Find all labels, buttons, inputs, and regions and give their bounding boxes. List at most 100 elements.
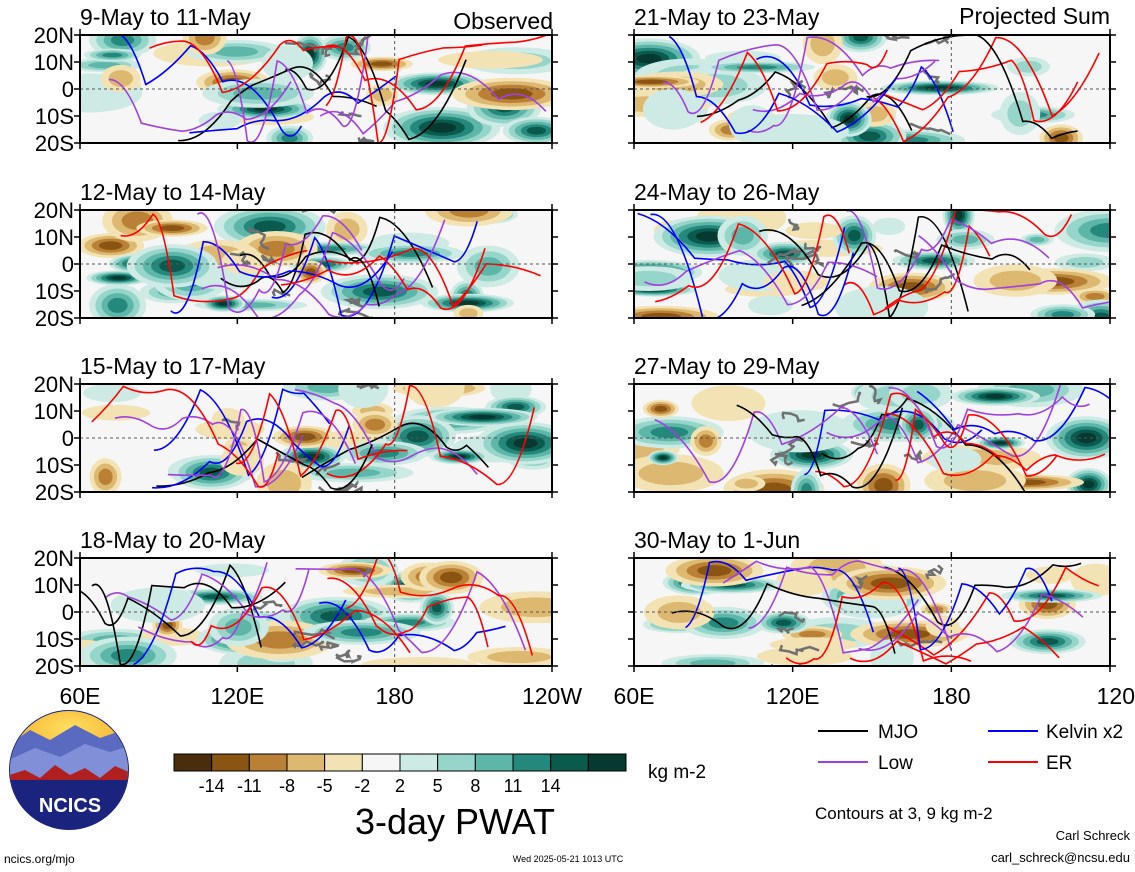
- anomaly-blob: [775, 619, 792, 626]
- anomaly-blob: [327, 468, 381, 478]
- latitude-label: 20N: [34, 198, 74, 223]
- contour-line: [80, 563, 262, 648]
- anomaly-blob: [657, 601, 701, 623]
- contour-line: [235, 392, 408, 478]
- anomaly-blob: [912, 419, 924, 430]
- anomaly-blob: [763, 270, 829, 293]
- coastline: [803, 242, 822, 253]
- anomaly-blob: [195, 35, 215, 46]
- coastline: [893, 248, 921, 260]
- anomaly-blob: [102, 52, 123, 58]
- contour-line: [826, 384, 1062, 464]
- panel-title: 27-May to 29-May: [634, 353, 820, 379]
- contour-line: [722, 560, 920, 654]
- contour-line: [149, 39, 337, 94]
- contour-line: [759, 216, 969, 318]
- anomaly-blob: [734, 478, 759, 489]
- coastline: [335, 654, 362, 664]
- latitude-label: 10S: [35, 627, 74, 652]
- coastline: [291, 640, 325, 649]
- colorbar-units: kg m-2: [648, 762, 706, 783]
- anomaly-blob: [1051, 311, 1075, 318]
- coastline: [884, 35, 910, 42]
- contour-line: [285, 35, 467, 141]
- map-panel: 21-May to 23-May: [628, 4, 1116, 149]
- anomaly-blob: [427, 122, 457, 133]
- latitude-label: 10S: [35, 104, 74, 129]
- contour-line: [326, 384, 536, 486]
- panel-title: 9-May to 11-May: [80, 4, 251, 30]
- latitude-label: 20S: [35, 480, 74, 505]
- anomaly-blob: [340, 628, 382, 637]
- contour-line: [804, 409, 983, 476]
- anomaly-blob: [928, 446, 982, 472]
- contour-line: [736, 404, 904, 489]
- longitude-label: 120E: [766, 683, 820, 709]
- anomaly-blob: [642, 88, 704, 130]
- contour-line: [668, 35, 898, 135]
- anomaly-blob: [801, 483, 813, 492]
- anomaly-blob: [638, 461, 704, 486]
- latitude-label: 20N: [34, 546, 74, 571]
- longitude-label: 120E: [210, 683, 264, 709]
- footer-author: Carl Schreck: [1056, 828, 1131, 843]
- contour-line: [866, 35, 1078, 140]
- colorbar-tick-label: -2: [354, 776, 370, 796]
- coastline: [832, 391, 862, 409]
- anomaly-blob: [266, 469, 302, 492]
- coastline: [317, 640, 341, 652]
- anomaly-blob: [1026, 566, 1074, 584]
- anomaly-blob: [994, 441, 1007, 445]
- contour-line: [137, 568, 310, 648]
- anomaly-blob: [501, 597, 552, 618]
- latitude-label: 10N: [34, 225, 74, 250]
- anomaly-blob: [756, 646, 853, 666]
- contour-line: [104, 562, 268, 621]
- coastline: [924, 564, 944, 580]
- latitude-label: 0: [62, 600, 74, 625]
- contour-line: [898, 567, 1053, 651]
- anomaly-blob: [468, 414, 496, 420]
- anomaly-blob: [1090, 223, 1110, 238]
- anomaly-blob: [218, 301, 229, 306]
- anomaly-blob: [1082, 480, 1095, 489]
- longitude-label: 120W: [522, 683, 582, 709]
- coastline: [356, 384, 380, 390]
- anomaly-blob: [870, 577, 910, 590]
- contour-line: [821, 397, 1026, 492]
- anomaly-blob: [507, 403, 525, 411]
- anomaly-blob: [736, 65, 778, 70]
- contour-line: [671, 582, 896, 654]
- longitude-label: 180: [375, 683, 413, 709]
- colorbar-swatch: [324, 753, 363, 772]
- latitude-label: 10N: [34, 399, 74, 424]
- coastline: [260, 254, 279, 265]
- coastline: [775, 627, 795, 635]
- panel-title: 24-May to 26-May: [634, 179, 820, 205]
- latitude-label: 0: [62, 252, 74, 277]
- panel-title: 18-May to 20-May: [80, 527, 266, 553]
- panel-title: 12-May to 14-May: [80, 179, 266, 205]
- contour-line: [91, 385, 279, 488]
- coastline: [321, 46, 333, 58]
- anomaly-blob: [952, 234, 979, 245]
- footer-url: ncics.org/mjo: [4, 852, 75, 866]
- contour-line: [752, 60, 936, 113]
- anomaly-blob: [798, 630, 826, 639]
- coastline: [229, 250, 251, 267]
- latitude-label: 20N: [34, 372, 74, 397]
- coastline: [868, 384, 883, 405]
- anomaly-blob: [255, 631, 304, 649]
- footer-timestamp: Wed 2025-05-21 1013 UTC: [513, 854, 624, 864]
- contour-line: [325, 35, 483, 143]
- contour-line: [883, 59, 1079, 123]
- longitude-axis-labels: 60E 120E 180 120W 60E 120E 180 120: [60, 683, 1135, 709]
- colorbar-swatch: [211, 753, 250, 772]
- anomaly-blob: [362, 286, 397, 297]
- colorbar-swatch: [550, 753, 589, 772]
- logo-text: NCICS: [39, 795, 101, 817]
- latitude-label: 10N: [34, 50, 74, 75]
- anomaly-blob: [1015, 60, 1042, 73]
